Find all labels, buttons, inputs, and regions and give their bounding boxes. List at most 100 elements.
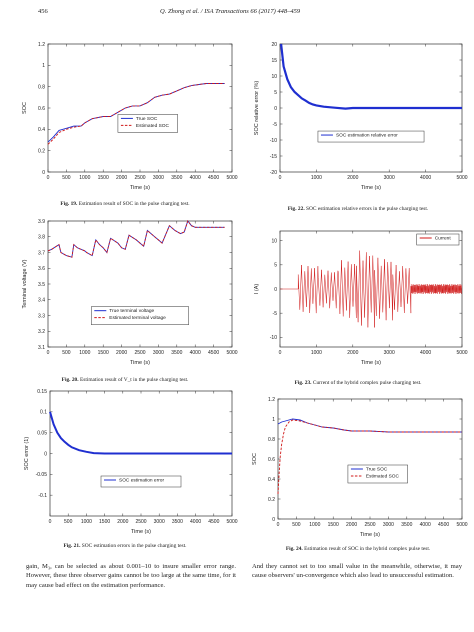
y-tick-label: -0.05 — [36, 472, 48, 478]
figure-22-caption: Fig. 22. SOC estimation relative errors … — [287, 206, 429, 212]
y-tick-label: -5 — [273, 311, 278, 317]
y-tick-label: 0.05 — [37, 430, 47, 436]
x-tick-label: 3000 — [384, 350, 395, 356]
x-tick-label: 5000 — [456, 175, 467, 181]
y-tick-label: 10 — [271, 74, 277, 80]
x-tick-label: 3500 — [401, 522, 412, 528]
legend-label: SOC estimation relative error — [336, 133, 398, 139]
y-tick-label: 3.5 — [38, 282, 45, 288]
figure-21: 0 500 1000 1500 2000 2500 3000 3500 4000 4500 5000… — [10, 385, 242, 542]
page-number: 456 — [38, 8, 48, 15]
x-tick-label: 1500 — [98, 350, 109, 356]
fig21-chart: 0 500 1000 1500 2000 2500 3000 3500 4000 4500 5000… — [24, 389, 238, 535]
x-tick-label: 5000 — [456, 522, 467, 528]
y-tick-label: 0.1 — [40, 410, 47, 416]
y-tick-label: -5 — [273, 122, 278, 128]
legend-label: Estimated terminal voltage — [109, 315, 166, 321]
x-axis-label: Time (s) — [130, 185, 150, 191]
y-tick-label: 1 — [272, 417, 275, 423]
x-tick-label: 5000 — [456, 350, 467, 356]
x-tick-label: 2500 — [364, 522, 375, 528]
legend-label: SOC estimation error — [119, 478, 164, 484]
x-tick-label: 2000 — [117, 519, 128, 525]
x-tick-label: 3500 — [172, 519, 183, 525]
plot-frame — [277, 398, 463, 520]
x-tick-label: 2500 — [135, 519, 146, 525]
x-tick-label: 0 — [279, 175, 282, 181]
fig24-chart: 0 500 1000 1500 2000 2500 3000 3500 4000 4500 5000… — [252, 397, 468, 538]
legend-label: True terminal voltage — [109, 308, 154, 314]
series-line-1 — [47, 220, 225, 258]
x-tick-label: 4500 — [208, 175, 219, 181]
y-tick-label: 0 — [272, 517, 275, 523]
y-tick-label: 0 — [42, 170, 45, 176]
legend: Current — [416, 233, 460, 246]
figure-21-caption: Fig. 21. SOC estimation errors in the pu… — [63, 543, 187, 549]
x-tick-label: 4000 — [190, 519, 201, 525]
series-line-0 — [277, 418, 462, 433]
x-tick-label: 2500 — [134, 350, 145, 356]
y-axis-label: SOC relative error (%) — [254, 81, 260, 136]
x-tick-label: 500 — [292, 522, 301, 528]
y-tick-label: 0.2 — [38, 148, 45, 154]
series-line-1 — [47, 83, 225, 145]
x-tick-label: 2000 — [116, 175, 127, 181]
figure-23: 0 1000 2000 3000 4000 5000 -10 -5 0 5 10 Time (s) I … — [240, 225, 472, 373]
y-tick-label: 10 — [271, 238, 277, 244]
y-tick-label: 3.9 — [38, 219, 45, 225]
x-tick-label: 1500 — [98, 175, 109, 181]
x-tick-label: 1000 — [81, 519, 92, 525]
body-text-right: And they cannot set to too small value i… — [252, 563, 462, 580]
x-tick-label: 1500 — [99, 519, 110, 525]
y-tick-label: 3.2 — [38, 329, 45, 335]
y-tick-label: 1.2 — [268, 397, 275, 403]
x-tick-label: 1000 — [79, 350, 90, 356]
figure-24: 0 500 1000 1500 2000 2500 3000 3500 4000 4500 5000… — [240, 393, 472, 545]
y-tick-label: 0 — [274, 106, 277, 112]
figure-19-caption: Fig. 19. Estimation result of SOC in the… — [60, 201, 190, 207]
x-tick-label: 2000 — [347, 350, 358, 356]
x-tick-label: 2500 — [134, 175, 145, 181]
x-tick-label: 5000 — [226, 519, 237, 525]
x-axis-label: Time (s) — [360, 532, 380, 538]
y-tick-label: 3.1 — [38, 345, 45, 351]
series-line-0 — [280, 43, 462, 110]
y-tick-label: 0 — [274, 287, 277, 293]
legend-label: True SOC — [366, 467, 388, 473]
y-tick-label: 0.4 — [38, 127, 45, 133]
x-tick-label: 3000 — [384, 175, 395, 181]
x-tick-label: 3500 — [171, 175, 182, 181]
x-tick-label: 0 — [47, 350, 50, 356]
y-tick-label: 0.6 — [268, 457, 275, 463]
y-axis-label: SOC — [22, 102, 28, 114]
running-header: Q. Zhong et al. / ISA Transactions 66 (2… — [160, 8, 301, 15]
y-tick-label: 0.8 — [38, 84, 45, 90]
x-tick-label: 3500 — [171, 350, 182, 356]
x-tick-label: 1000 — [311, 350, 322, 356]
fig19-chart: 0 500 1000 1500 2000 2500 3000 3500 4000 4500 5000… — [22, 42, 238, 191]
x-tick-label: 2000 — [116, 350, 127, 356]
plot-frame — [47, 43, 233, 173]
y-tick-label: -10 — [270, 138, 277, 144]
y-tick-label: 3.3 — [38, 313, 45, 319]
x-axis-label: Time (s) — [131, 529, 151, 535]
x-tick-label: 500 — [62, 350, 71, 356]
y-tick-label: 0.15 — [37, 389, 47, 395]
y-tick-label: -10 — [270, 335, 277, 341]
y-tick-label: -20 — [270, 170, 277, 176]
x-tick-label: 4000 — [420, 522, 431, 528]
x-tick-label: 500 — [62, 175, 71, 181]
y-axis-label: SOC — [252, 453, 258, 465]
x-tick-label: 2000 — [346, 522, 357, 528]
y-tick-label: 0.2 — [268, 497, 275, 503]
y-tick-label: 0.8 — [268, 437, 275, 443]
body-text-left: gain, M₃, can be selected as about 0.001… — [26, 563, 236, 589]
series-line-1 — [277, 419, 462, 495]
figure-20-caption: Fig. 20. Estimation result of V_t in the… — [61, 377, 189, 383]
figure-23-caption: Fig. 23. Current of the hybrid complex p… — [294, 380, 422, 386]
y-tick-label: 1.2 — [38, 42, 45, 48]
figure-19: 0 500 1000 1500 2000 2500 3000 3500 4000 4500 5000… — [10, 38, 242, 198]
y-tick-label: 0.4 — [268, 477, 275, 483]
